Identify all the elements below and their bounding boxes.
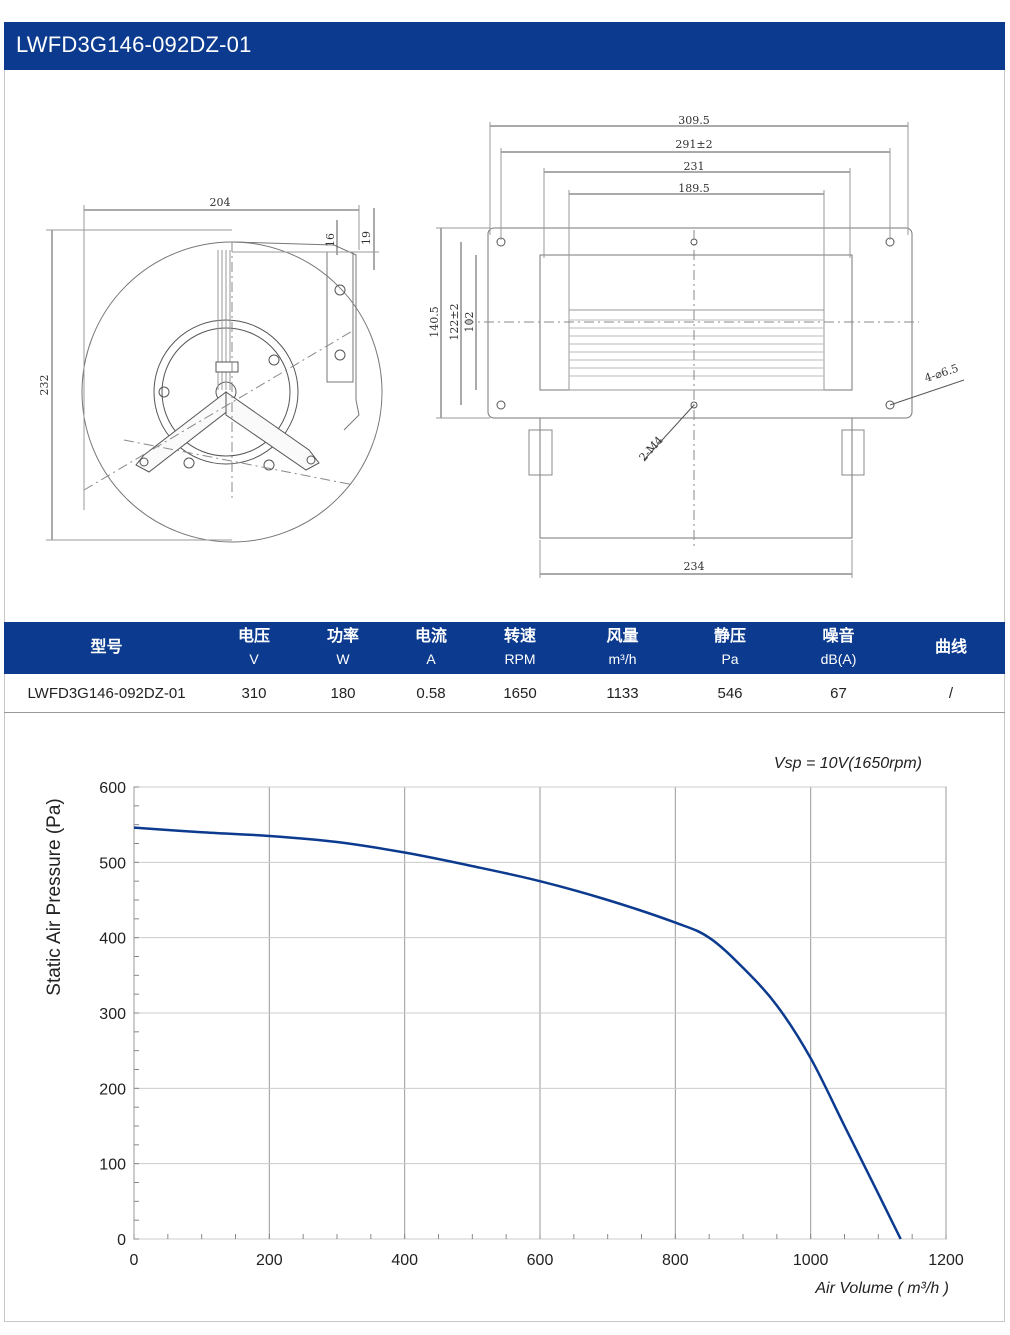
pressure-curve-line	[133, 826, 902, 1240]
header-static-pressure: 静压 Pa	[680, 622, 780, 674]
y-tick-label: 500	[99, 855, 126, 872]
chart-svg: 0 200 400 600 800 1000 1200 0 100 200 300 400 500 60…	[44, 755, 964, 1297]
header-voltage: 电压 V	[209, 622, 299, 674]
cell-current: 0.58	[387, 674, 475, 713]
x-tick-label: 200	[256, 1252, 283, 1269]
header-current: 电流 A	[387, 622, 475, 674]
chart-grid	[133, 786, 947, 1240]
cell-speed: 1650	[475, 674, 565, 713]
dim-holes: 4-⌀6.5	[923, 362, 960, 385]
spec-table: 型号 电压 V 功率 W 电流 A 转速 RPM 风量 m³/h 静压 Pa 噪音 dB(A)…	[4, 622, 1005, 713]
front-view: 309.5 291±2 231 189.5 140.5 122±2 102 4-…	[428, 114, 965, 578]
y-tick-label: 100	[99, 1157, 126, 1174]
header-curve: 曲线	[897, 622, 1005, 674]
performance-chart: 0 200 400 600 800 1000 1200 0 100 200 300 400 500 60…	[4, 710, 1005, 1320]
side-view: 204 232 16 19	[38, 196, 383, 543]
cell-noise: 67	[780, 674, 897, 713]
header-noise: 噪音 dB(A)	[780, 622, 897, 674]
x-axis-label: Air Volume ( m³/h )	[814, 1280, 949, 1297]
dim-screws: 2-M4	[637, 434, 666, 464]
x-axis-ticks: 0 200 400 600 800 1000 1200	[130, 1252, 964, 1269]
header-speed: 转速 RPM	[475, 622, 565, 674]
y-tick-label: 0	[117, 1232, 126, 1249]
chart-annotation: Vsp = 10V(1650rpm)	[774, 755, 922, 772]
x-tick-label: 400	[391, 1252, 418, 1269]
dim-234: 234	[684, 560, 705, 573]
cell-voltage: 310	[209, 674, 299, 713]
cell-static-pressure: 546	[680, 674, 780, 713]
cell-airflow: 1133	[565, 674, 680, 713]
x-tick-label: 800	[662, 1252, 689, 1269]
y-tick-label: 400	[99, 931, 126, 948]
x-tick-label: 1000	[793, 1252, 829, 1269]
spec-data-row: LWFD3G146-092DZ-01 310 180 0.58 1650 113…	[4, 674, 1005, 713]
x-tick-label: 0	[130, 1252, 139, 1269]
spec-header-row: 型号 电压 V 功率 W 电流 A 转速 RPM 风量 m³/h 静压 Pa 噪音 dB(A)…	[4, 622, 1005, 674]
dim-16: 16	[324, 233, 337, 247]
dim-19: 19	[360, 231, 373, 245]
cell-curve: /	[897, 674, 1005, 713]
dim-204: 204	[210, 196, 231, 209]
dim-122: 122±2	[448, 303, 461, 340]
cell-model: LWFD3G146-092DZ-01	[4, 674, 209, 713]
y-tick-label: 300	[99, 1006, 126, 1023]
dim-102: 102	[463, 312, 476, 333]
page-title: LWFD3G146-092DZ-01	[16, 32, 252, 57]
x-tick-label: 1200	[928, 1252, 964, 1269]
header-power: 功率 W	[299, 622, 387, 674]
y-tick-label: 200	[99, 1081, 126, 1098]
dim-309-5: 309.5	[678, 114, 710, 127]
title-bar: LWFD3G146-092DZ-01	[4, 22, 1005, 70]
dim-232: 232	[38, 375, 51, 396]
dim-291: 291±2	[675, 138, 712, 151]
y-tick-label: 600	[99, 780, 126, 797]
header-model: 型号	[4, 622, 209, 674]
drawing-svg: 204 232 16 19 309.5 291±2 231 18	[38, 114, 965, 578]
x-tick-label: 600	[527, 1252, 554, 1269]
y-axis-label: Static Air Pressure (Pa)	[44, 798, 65, 995]
cell-power: 180	[299, 674, 387, 713]
technical-drawing: 204 232 16 19 309.5 291±2 231 18	[4, 70, 1005, 622]
y-axis-ticks: 0 100 200 300 400 500 600	[99, 780, 126, 1249]
dim-189-5: 189.5	[678, 182, 710, 195]
header-airflow: 风量 m³/h	[565, 622, 680, 674]
dim-140-5: 140.5	[428, 306, 441, 338]
dim-231: 231	[684, 160, 705, 173]
